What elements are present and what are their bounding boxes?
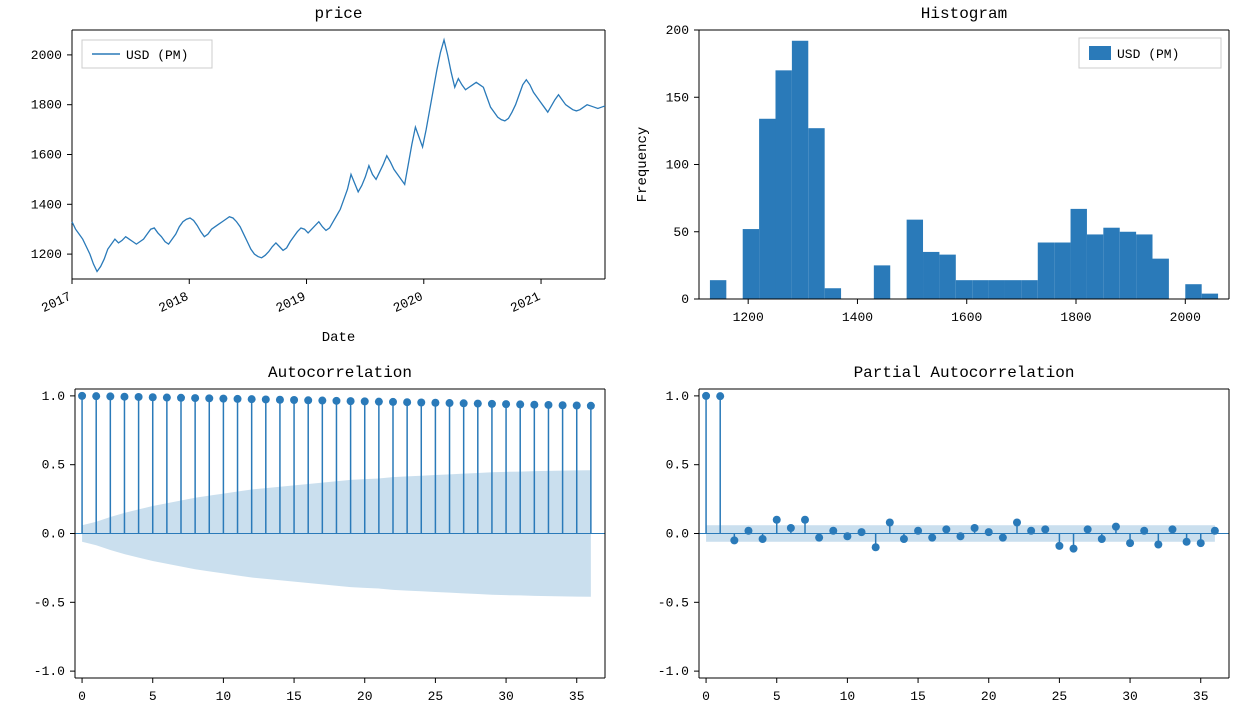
svg-text:150: 150 xyxy=(665,90,688,105)
pacf-panel: Partial Autocorrelation -1.0 -0.5 0.0 0.5 1.0… xyxy=(624,359,1247,718)
svg-text:1600: 1600 xyxy=(31,148,62,163)
svg-text:2000: 2000 xyxy=(31,48,62,63)
svg-text:20: 20 xyxy=(980,689,996,704)
svg-text:1400: 1400 xyxy=(841,310,872,325)
svg-text:35: 35 xyxy=(569,689,585,704)
svg-text:0.0: 0.0 xyxy=(42,527,65,542)
svg-text:-1.0: -1.0 xyxy=(34,664,65,679)
svg-text:50: 50 xyxy=(673,225,689,240)
svg-text:USD (PM): USD (PM) xyxy=(126,48,188,63)
svg-text:25: 25 xyxy=(428,689,444,704)
svg-text:USD (PM): USD (PM) xyxy=(1117,47,1179,62)
svg-text:35: 35 xyxy=(1192,689,1208,704)
svg-text:15: 15 xyxy=(286,689,302,704)
svg-text:200: 200 xyxy=(665,23,688,38)
svg-text:-0.5: -0.5 xyxy=(657,595,688,610)
svg-text:0: 0 xyxy=(78,689,86,704)
svg-text:Frequency: Frequency xyxy=(635,127,651,203)
histogram-panel: Histogram 0 50 100 150 200 1200 1400 1600 1800 200… xyxy=(624,0,1247,359)
svg-text:Histogram: Histogram xyxy=(920,5,1006,23)
svg-text:30: 30 xyxy=(1122,689,1138,704)
acf-panel: Autocorrelation -1.0 -0.5 0.0 0.5 1.0 0 5 10 15 20… xyxy=(0,359,624,718)
svg-text:2020: 2020 xyxy=(391,289,426,316)
svg-text:2017: 2017 xyxy=(39,289,74,316)
svg-text:20: 20 xyxy=(357,689,373,704)
svg-text:25: 25 xyxy=(1051,689,1067,704)
svg-text:Partial Autocorrelation: Partial Autocorrelation xyxy=(853,364,1074,382)
svg-text:1200: 1200 xyxy=(31,247,62,262)
svg-text:Date: Date xyxy=(322,330,356,346)
svg-text:0.5: 0.5 xyxy=(42,458,65,473)
svg-text:30: 30 xyxy=(498,689,514,704)
svg-text:2000: 2000 xyxy=(1169,310,1200,325)
svg-text:2018: 2018 xyxy=(156,289,191,316)
svg-text:2021: 2021 xyxy=(508,289,543,316)
svg-text:0.0: 0.0 xyxy=(665,527,688,542)
svg-text:0.5: 0.5 xyxy=(665,458,688,473)
svg-text:15: 15 xyxy=(910,689,926,704)
svg-text:2019: 2019 xyxy=(274,289,309,316)
svg-text:1.0: 1.0 xyxy=(665,389,688,404)
svg-text:1800: 1800 xyxy=(1060,310,1091,325)
svg-text:1600: 1600 xyxy=(951,310,982,325)
svg-text:1800: 1800 xyxy=(31,98,62,113)
svg-text:5: 5 xyxy=(149,689,157,704)
svg-text:5: 5 xyxy=(772,689,780,704)
svg-text:0: 0 xyxy=(681,292,689,307)
svg-text:10: 10 xyxy=(839,689,855,704)
price-panel: price 1200 1400 1600 1800 2000 2017 2018 2019 202… xyxy=(0,0,624,359)
svg-text:Autocorrelation: Autocorrelation xyxy=(268,364,412,382)
chart-grid: price12001400160018002000201720182019202… xyxy=(0,0,1247,718)
svg-text:10: 10 xyxy=(216,689,232,704)
svg-text:-0.5: -0.5 xyxy=(34,595,65,610)
svg-text:100: 100 xyxy=(665,158,688,173)
svg-text:0: 0 xyxy=(702,689,710,704)
svg-text:1200: 1200 xyxy=(732,310,763,325)
svg-text:-1.0: -1.0 xyxy=(657,664,688,679)
svg-text:1.0: 1.0 xyxy=(42,389,65,404)
svg-text:1400: 1400 xyxy=(31,197,62,212)
svg-text:price: price xyxy=(314,5,362,23)
